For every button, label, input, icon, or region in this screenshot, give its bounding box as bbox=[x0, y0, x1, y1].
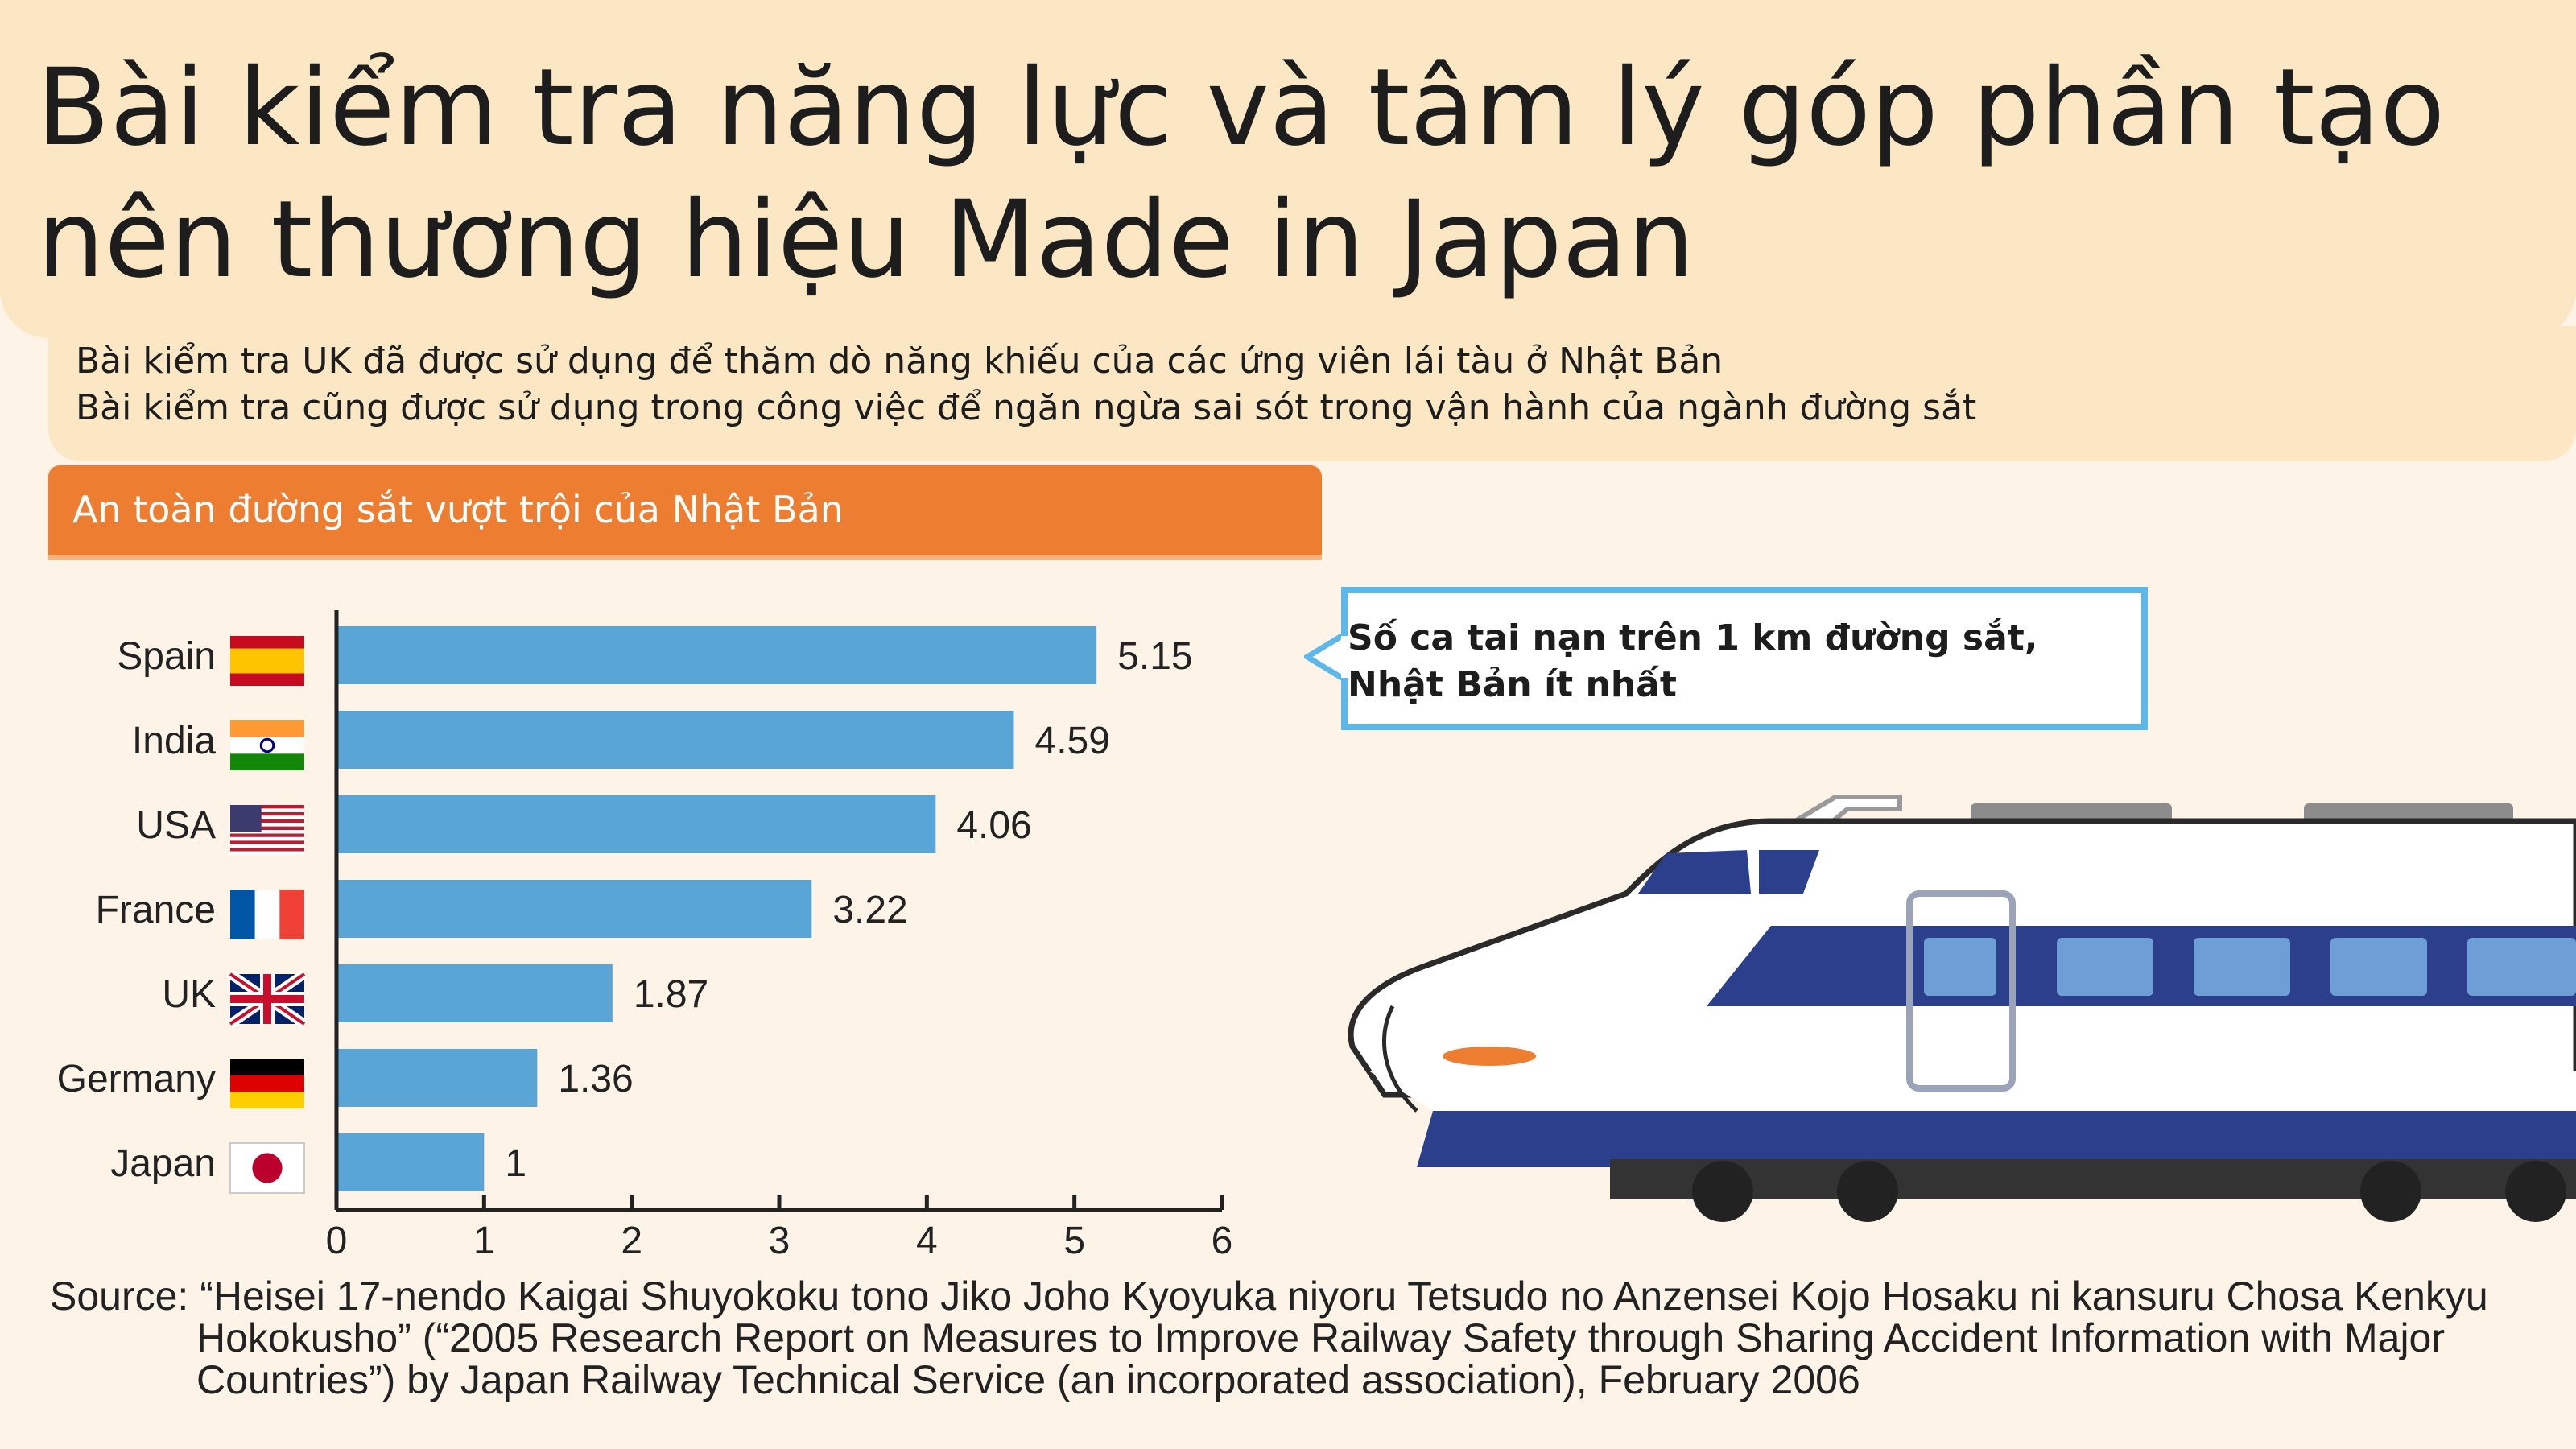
x-tick-label: 5 bbox=[1063, 1220, 1085, 1256]
value-label: 1.36 bbox=[558, 1058, 633, 1100]
value-label: 4.06 bbox=[956, 804, 1031, 847]
x-tick-label: 4 bbox=[916, 1220, 938, 1256]
headlight bbox=[1443, 1046, 1536, 1066]
wheel bbox=[2360, 1161, 2421, 1222]
bar-germany bbox=[336, 1049, 538, 1107]
subtitle-box bbox=[48, 326, 2576, 461]
category-label: Spain bbox=[117, 635, 216, 678]
page-title: Bài kiểm tra năng lực và tâm lý góp phần… bbox=[37, 46, 2446, 302]
bar-spain bbox=[336, 626, 1097, 684]
section-banner: An toàn đường sắt vượt trội của Nhật Bản bbox=[48, 465, 1322, 555]
category-label: India bbox=[132, 720, 216, 762]
subtitle: Bài kiểm tra UK đã được sử dụng để thăm … bbox=[76, 338, 2410, 431]
category-label: Japan bbox=[110, 1142, 216, 1185]
bar-uk bbox=[336, 964, 613, 1022]
value-label: 1 bbox=[505, 1142, 526, 1185]
bar-india bbox=[336, 711, 1014, 769]
skirt-stripe bbox=[1417, 1111, 2576, 1167]
source-line-2: Hokokusho” (“2005 Research Report on Mea… bbox=[196, 1315, 2446, 1402]
section-banner-label: An toàn đường sắt vượt trội của Nhật Bản bbox=[72, 488, 844, 531]
subtitle-line-1: Bài kiểm tra UK đã được sử dụng để thăm … bbox=[76, 341, 1724, 382]
passenger-window bbox=[1924, 938, 1996, 996]
undercarriage bbox=[1610, 1159, 2576, 1199]
x-tick-label: 2 bbox=[621, 1220, 642, 1256]
bar-usa bbox=[336, 795, 936, 853]
callout-box bbox=[1341, 587, 2148, 730]
japan-flag-icon bbox=[229, 1142, 305, 1194]
value-label: 1.87 bbox=[634, 973, 708, 1016]
cockpit-window bbox=[1638, 850, 1751, 894]
value-label: 3.22 bbox=[832, 889, 907, 931]
x-tick-label: 6 bbox=[1212, 1220, 1233, 1256]
germany-flag-icon bbox=[230, 1059, 304, 1108]
shinkansen-train-illustration bbox=[1348, 795, 2576, 1222]
nose-line bbox=[1382, 1005, 1418, 1113]
x-tick-label: 3 bbox=[769, 1220, 791, 1256]
bar-japan bbox=[336, 1133, 485, 1191]
cockpit-window bbox=[1759, 850, 1819, 894]
callout-text: Số ca tai nạn trên 1 km đường sắt, Nhật … bbox=[1348, 617, 2038, 705]
wheel bbox=[2505, 1161, 2566, 1222]
bar-france bbox=[336, 880, 812, 938]
category-label: UK bbox=[162, 973, 216, 1016]
passenger-window bbox=[2467, 938, 2576, 996]
x-tick-label: 0 bbox=[326, 1220, 348, 1256]
passenger-window bbox=[2057, 938, 2153, 996]
bar-chart: Spain 5.15 India 4.59 USA 4.06 France 3.22 UK 1.8… bbox=[57, 610, 1233, 1256]
roof-unit bbox=[2304, 803, 2513, 823]
passenger-window bbox=[2330, 938, 2427, 996]
category-label: Germany bbox=[57, 1058, 216, 1100]
passenger-window bbox=[2194, 938, 2290, 996]
callout-pointer bbox=[1304, 633, 1343, 681]
india-flag-icon bbox=[230, 720, 304, 770]
category-label: France bbox=[96, 889, 216, 931]
value-label: 5.15 bbox=[1117, 635, 1192, 678]
usa-flag-icon bbox=[230, 805, 304, 855]
spain-flag-icon bbox=[230, 636, 304, 686]
wheel bbox=[1692, 1161, 1753, 1222]
train-door bbox=[1906, 890, 2016, 1092]
wheel bbox=[1837, 1161, 1898, 1222]
category-label: USA bbox=[136, 804, 216, 847]
source-note: Source: “Heisei 17-nendo Kaigai Shuyokok… bbox=[50, 1275, 2529, 1401]
header-band bbox=[0, 0, 2576, 338]
roof-unit bbox=[1971, 803, 2172, 823]
uk-flag-icon bbox=[227, 970, 308, 1028]
callout-join bbox=[1341, 636, 1349, 678]
callout-bubble bbox=[1304, 587, 2148, 730]
callout-pointer-outline bbox=[1304, 632, 1346, 682]
source-line-1: Source: “Heisei 17-nendo Kaigai Shuyokok… bbox=[50, 1274, 2488, 1319]
value-label: 4.59 bbox=[1035, 720, 1110, 762]
x-tick-label: 1 bbox=[473, 1220, 495, 1256]
france-flag-icon bbox=[230, 890, 304, 939]
subtitle-line-2: Bài kiểm tra cũng được sử dụng trong côn… bbox=[76, 387, 1977, 428]
